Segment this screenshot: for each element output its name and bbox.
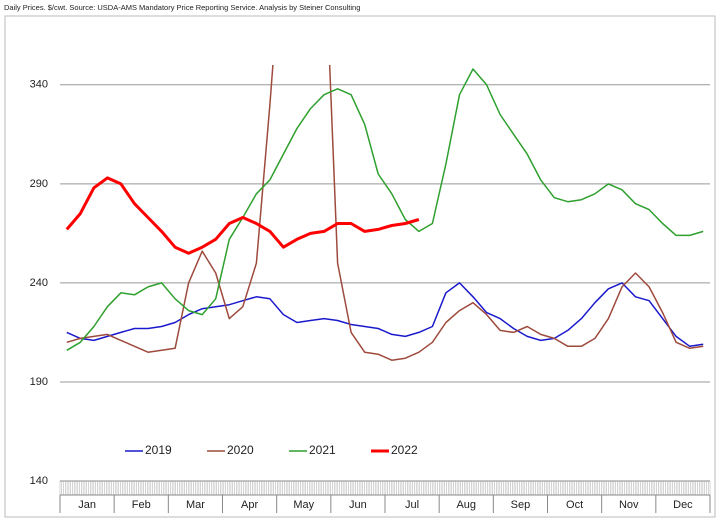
x-tick-label: May — [293, 499, 314, 511]
line-series — [65, 176, 420, 255]
legend-label: 2022 — [391, 443, 418, 457]
y-tick-label: 240 — [30, 277, 48, 289]
y-tick-label: 290 — [30, 178, 48, 190]
chart-title: Daily Prices. $/cwt. Source: USDA-AMS Ma… — [4, 3, 360, 12]
x-tick-label: Jul — [405, 499, 419, 511]
x-tick-label: Dec — [673, 499, 693, 511]
x-tick-label: Mar — [186, 499, 205, 511]
x-tick-label: Feb — [132, 499, 151, 511]
line-series — [66, 68, 704, 351]
x-tick-label: Oct — [566, 499, 583, 511]
x-tick-label: Sep — [511, 499, 531, 511]
y-tick-label: 140 — [30, 475, 48, 487]
plot-area — [65, 65, 704, 361]
x-tick-label: Jun — [349, 499, 367, 511]
y-tick-label: 190 — [30, 376, 48, 388]
line-series — [66, 65, 704, 361]
legend-label: 2020 — [227, 443, 254, 457]
legend-label: 2021 — [309, 443, 336, 457]
legend-label: 2019 — [145, 443, 172, 457]
x-tick-label: Aug — [456, 499, 476, 511]
x-tick-label: Jan — [78, 499, 96, 511]
x-tick-label: Nov — [619, 499, 639, 511]
y-tick-label: 340 — [30, 79, 48, 91]
x-tick-label: Apr — [241, 499, 258, 511]
chart-border — [4, 15, 716, 518]
line-series — [66, 282, 704, 348]
